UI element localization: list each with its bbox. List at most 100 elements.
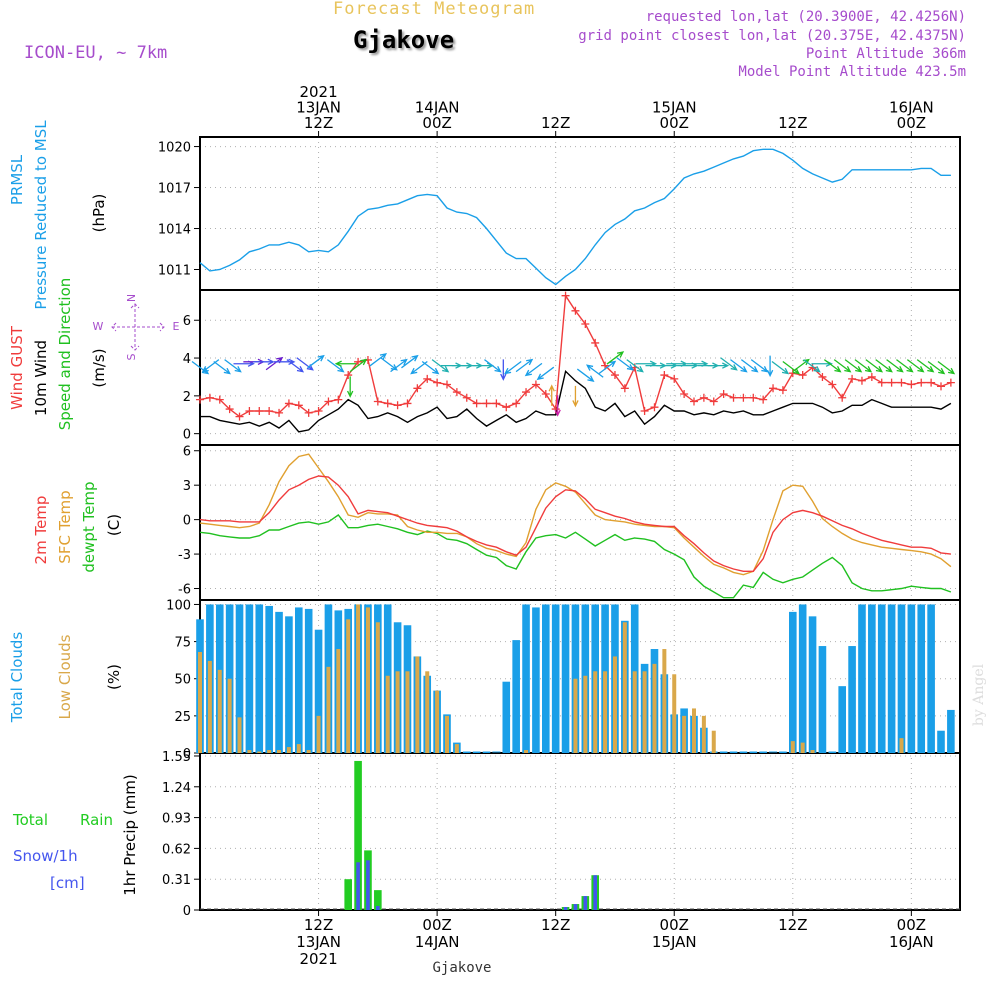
total-cloud-bar bbox=[275, 611, 283, 753]
pressure-panel-frame bbox=[199, 136, 961, 291]
snow-bar bbox=[356, 862, 360, 910]
time-label-top: 00Z bbox=[897, 114, 926, 132]
wind-arrow bbox=[616, 357, 635, 371]
wind-arrow bbox=[740, 359, 759, 373]
temperature-y-tick-label: 3 bbox=[183, 479, 191, 494]
total-cloud-bar bbox=[858, 604, 866, 753]
time-label-bottom: 16JAN bbox=[889, 933, 934, 951]
total-cloud-bar bbox=[561, 604, 570, 753]
wind-arrow bbox=[606, 351, 625, 365]
gust-marker bbox=[877, 378, 886, 387]
gust-marker bbox=[937, 382, 945, 391]
wind-arrow bbox=[782, 360, 801, 375]
wind-unit: (m/s) bbox=[90, 348, 108, 387]
gust-marker bbox=[512, 399, 521, 408]
low-cloud-bar bbox=[445, 715, 449, 753]
wind-arrow bbox=[598, 360, 617, 375]
low-cloud-bar bbox=[603, 671, 608, 753]
snow-bar bbox=[593, 875, 597, 910]
wind-arrow bbox=[524, 362, 543, 377]
total-cloud-bar bbox=[779, 751, 787, 753]
gust-marker bbox=[670, 374, 679, 383]
wind-arrow bbox=[906, 359, 925, 373]
low-cloud-bar bbox=[267, 750, 272, 753]
gust-marker bbox=[749, 393, 758, 402]
gust-marker bbox=[354, 357, 363, 366]
total-cloud-bar bbox=[551, 604, 560, 753]
rain-label-total: Total bbox=[12, 811, 48, 829]
clouds-y-tick-label: 75 bbox=[174, 636, 191, 651]
wind-arrow bbox=[811, 360, 833, 367]
sfc-temp-line bbox=[199, 453, 952, 576]
point-altitude: Point Altitude 366m bbox=[805, 46, 966, 62]
total-cloud-bar bbox=[472, 751, 481, 753]
gust-marker bbox=[699, 393, 708, 402]
total-cloud-bar bbox=[838, 686, 846, 753]
wind-arrow bbox=[390, 358, 408, 373]
wind-arrow bbox=[572, 385, 579, 408]
snow-bar bbox=[376, 906, 380, 910]
gust-marker bbox=[690, 397, 698, 406]
total-cloud-bar bbox=[947, 709, 955, 753]
wind-arrow bbox=[346, 376, 354, 398]
gust-marker bbox=[581, 320, 590, 329]
wind-arrow bbox=[865, 359, 884, 373]
clouds-y-tick-label: 50 bbox=[174, 673, 191, 688]
precip-y-tick-label: 0.62 bbox=[162, 842, 191, 857]
total-cloud-bar bbox=[542, 604, 550, 753]
time-label-top: 16JAN bbox=[889, 99, 934, 117]
compass-n: N bbox=[125, 294, 138, 302]
low-cloud-bar bbox=[612, 656, 617, 753]
total-cloud-bar bbox=[877, 604, 886, 753]
low-cloud-bar bbox=[672, 674, 677, 753]
snow-label: Snow/1h bbox=[13, 847, 78, 865]
gust-marker bbox=[235, 412, 244, 421]
low-cloud-bar bbox=[435, 690, 440, 753]
total-cloud-bar bbox=[314, 629, 323, 753]
total-cloud-bar bbox=[462, 751, 471, 753]
pressure-line bbox=[199, 148, 951, 286]
compass-w: W bbox=[93, 320, 104, 333]
gust-marker bbox=[561, 291, 570, 300]
low-cloud-bar bbox=[425, 671, 430, 753]
gust-marker bbox=[848, 374, 857, 383]
gust-marker bbox=[522, 388, 531, 397]
clouds-y-tick-label: 0 bbox=[183, 747, 191, 762]
gust-marker bbox=[255, 406, 264, 415]
total-cloud-bar bbox=[482, 751, 491, 753]
dewpt-label: dewpt Temp bbox=[80, 481, 98, 572]
gust-marker bbox=[314, 406, 323, 415]
wind-arrow bbox=[201, 359, 220, 373]
wind-arrow bbox=[349, 358, 368, 373]
total-cloud-bar bbox=[245, 604, 254, 753]
gust-marker bbox=[452, 388, 461, 397]
wind-arrow bbox=[326, 359, 345, 373]
gust-marker bbox=[838, 393, 847, 402]
precip-y-tick-label: 1.24 bbox=[162, 781, 191, 796]
low-cloud-bar bbox=[662, 649, 667, 753]
gust-marker bbox=[907, 380, 916, 389]
wind-arrow bbox=[833, 359, 852, 373]
total-cloud-bar bbox=[502, 681, 511, 753]
gust-marker bbox=[778, 386, 787, 395]
low-cloud-bar bbox=[306, 750, 311, 753]
total-cloud-bar bbox=[937, 730, 945, 753]
clouds-y-tick-label: 100 bbox=[166, 598, 191, 613]
time-label-bottom: 12Z bbox=[304, 916, 333, 934]
wind-arrow bbox=[554, 395, 561, 417]
gust-marker bbox=[265, 406, 274, 415]
time-label-top: 00Z bbox=[660, 114, 689, 132]
precip-y-tick-label: 0 bbox=[183, 904, 191, 919]
low-cloud-bar bbox=[415, 656, 420, 753]
low-cloud-bar bbox=[652, 663, 657, 753]
temperature-y-tick-label: -3 bbox=[178, 548, 191, 563]
gust-marker bbox=[492, 399, 501, 408]
gust-marker bbox=[620, 384, 629, 393]
gust-marker bbox=[818, 372, 827, 381]
precip-y-tick-label: 1.55 bbox=[162, 750, 191, 765]
wind-arrow bbox=[307, 354, 325, 369]
rain-bar bbox=[344, 879, 352, 910]
time-label-bottom: 00Z bbox=[897, 916, 926, 934]
gust-marker bbox=[344, 371, 353, 380]
wind-arrow bbox=[369, 353, 388, 367]
